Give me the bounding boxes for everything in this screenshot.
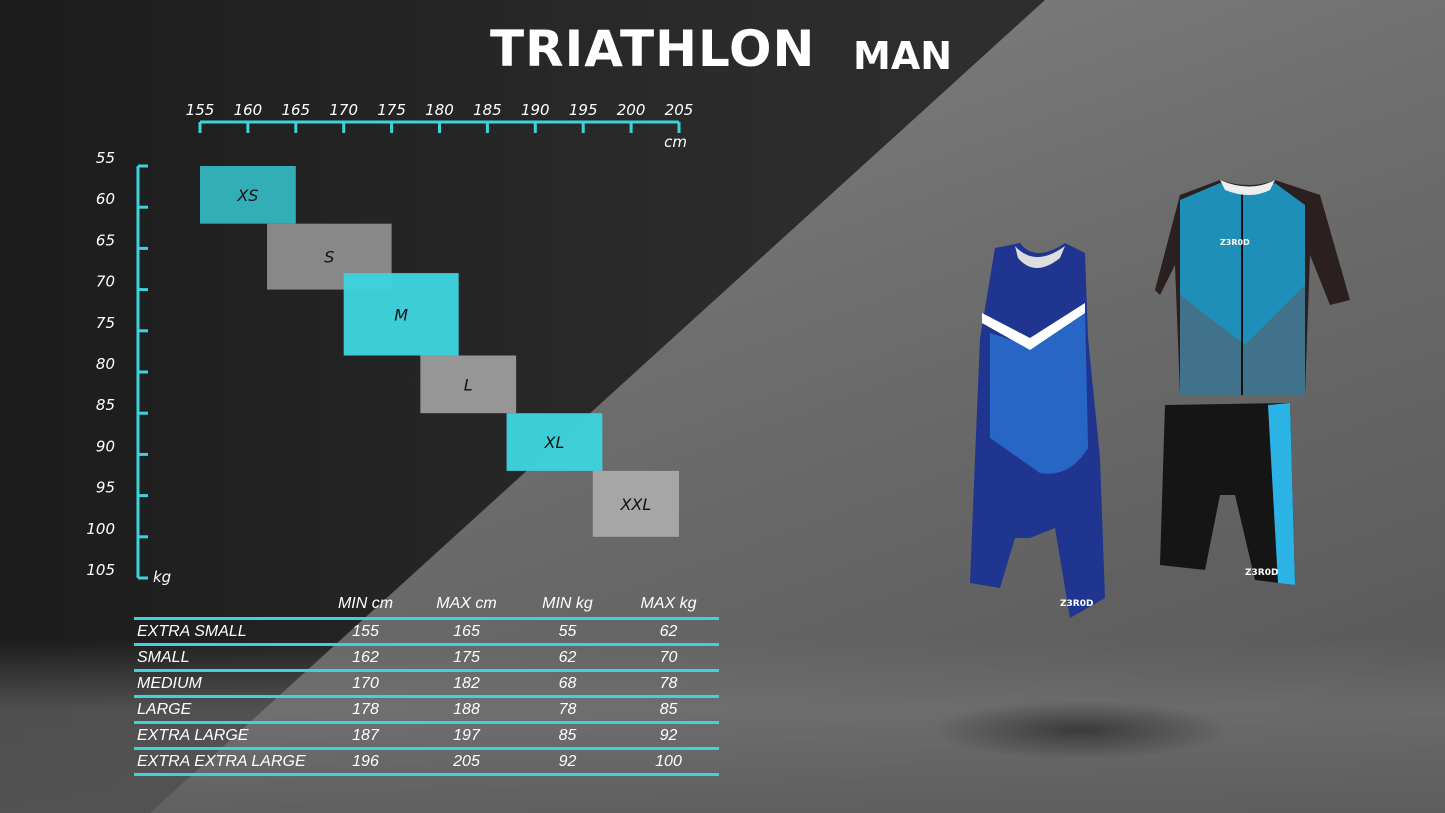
size-box-label: XL bbox=[544, 433, 565, 452]
y-tick-label: 60 bbox=[96, 190, 115, 208]
table-cell: 92 bbox=[517, 747, 618, 776]
size-box-xs bbox=[200, 166, 296, 224]
table-cell: 196 bbox=[315, 747, 416, 776]
y-axis-unit: kg bbox=[153, 568, 171, 586]
y-tick-label: 75 bbox=[96, 314, 115, 332]
size-box-xxl bbox=[592, 470, 679, 537]
y-tick-label: 95 bbox=[96, 479, 115, 497]
table-cell: 78 bbox=[517, 695, 618, 723]
x-tick-label: 160 bbox=[234, 101, 263, 119]
trisuit-sleeveless-image: Z3R0D bbox=[970, 243, 1105, 618]
x-tick-label: 165 bbox=[281, 101, 310, 119]
size-box-label: M bbox=[394, 305, 408, 324]
table-cell: 92 bbox=[618, 721, 719, 749]
x-tick-label: 170 bbox=[329, 101, 358, 119]
x-tick-label: 185 bbox=[473, 101, 502, 119]
size-box-l bbox=[420, 355, 517, 414]
y-tick-label: 105 bbox=[86, 561, 115, 579]
y-tick-label: 85 bbox=[96, 396, 115, 414]
column-header: MIN cm bbox=[337, 594, 394, 612]
size-box-m bbox=[343, 273, 459, 356]
table-cell: 155 bbox=[315, 617, 416, 645]
x-tick-label: 205 bbox=[665, 101, 694, 119]
table-cell: 85 bbox=[517, 721, 618, 749]
table-cell: 165 bbox=[416, 617, 517, 645]
table-cell: 187 bbox=[315, 721, 416, 749]
table-cell: 55 bbox=[517, 617, 618, 645]
product-shadow bbox=[930, 700, 1230, 760]
x-tick-label: 195 bbox=[569, 101, 598, 119]
x-tick-label: 180 bbox=[425, 101, 454, 119]
brand-logo: Z3R0D bbox=[1060, 599, 1093, 609]
x-tick-label: 190 bbox=[521, 101, 550, 119]
y-tick-label: 65 bbox=[96, 231, 115, 249]
table-cell: 78 bbox=[618, 669, 719, 697]
size-name: SMALL bbox=[134, 643, 315, 671]
brand-logo: Z3R0D bbox=[1245, 568, 1278, 578]
size-name: EXTRA LARGE bbox=[134, 721, 315, 749]
x-tick-label: 155 bbox=[186, 101, 215, 119]
size-box-label: XXL bbox=[619, 495, 651, 514]
x-tick-label: 200 bbox=[617, 101, 646, 119]
table-cell: 188 bbox=[416, 695, 517, 723]
table-cell: 197 bbox=[416, 721, 517, 749]
y-tick-label: 100 bbox=[86, 520, 115, 538]
size-box-xl bbox=[506, 413, 603, 471]
size-name: EXTRA SMALL bbox=[134, 617, 315, 645]
table-cell: 100 bbox=[618, 747, 719, 776]
table-cell: 182 bbox=[416, 669, 517, 697]
size-name: LARGE bbox=[134, 695, 315, 723]
table-cell: 205 bbox=[416, 747, 517, 776]
brand-logo: Z3R0D bbox=[1220, 238, 1250, 247]
table-row: EXTRA EXTRA LARGE 196 205 92 100 bbox=[134, 747, 719, 776]
size-table: MIN cm MAX cm MIN kg MAX kg EXTRA SMALL 155 1… bbox=[134, 590, 719, 776]
tri-top-and-shorts-image: Z3R0D Z3R0D bbox=[1155, 180, 1350, 585]
table-cell: 70 bbox=[618, 643, 719, 671]
size-name: EXTRA EXTRA LARGE bbox=[134, 747, 315, 776]
x-axis-unit: cm bbox=[664, 133, 687, 151]
size-name: MEDIUM bbox=[134, 669, 315, 697]
column-header-blank bbox=[134, 590, 315, 619]
table-cell: 68 bbox=[517, 669, 618, 697]
size-box-label: XS bbox=[236, 186, 258, 205]
table-cell: 170 bbox=[315, 669, 416, 697]
table-cell: 62 bbox=[618, 617, 719, 645]
table-row: LARGE 178 188 78 85 bbox=[134, 695, 719, 723]
column-header: MAX cm bbox=[436, 594, 497, 612]
size-box-label: L bbox=[464, 375, 473, 394]
column-header: MIN kg bbox=[542, 594, 593, 612]
table-row: SMALL 162 175 62 70 bbox=[134, 643, 719, 671]
table-row: EXTRA SMALL 155 165 55 62 bbox=[134, 617, 719, 645]
y-tick-label: 55 bbox=[96, 149, 115, 167]
table-cell: 62 bbox=[517, 643, 618, 671]
page-title: TRIATHLON bbox=[490, 20, 816, 78]
y-tick-label: 70 bbox=[96, 273, 115, 291]
table-row: EXTRA LARGE 187 197 85 92 bbox=[134, 721, 719, 749]
table-cell: 175 bbox=[416, 643, 517, 671]
x-tick-label: 175 bbox=[377, 101, 406, 119]
table-cell: 162 bbox=[315, 643, 416, 671]
column-header: MAX kg bbox=[640, 594, 697, 612]
table-cell: 178 bbox=[315, 695, 416, 723]
page-subtitle: MAN bbox=[853, 34, 953, 78]
table-row: MEDIUM 170 182 68 78 bbox=[134, 669, 719, 697]
size-box-label: S bbox=[324, 248, 334, 267]
table-cell: 85 bbox=[618, 695, 719, 723]
y-tick-label: 80 bbox=[96, 355, 115, 373]
y-tick-label: 90 bbox=[96, 437, 115, 455]
